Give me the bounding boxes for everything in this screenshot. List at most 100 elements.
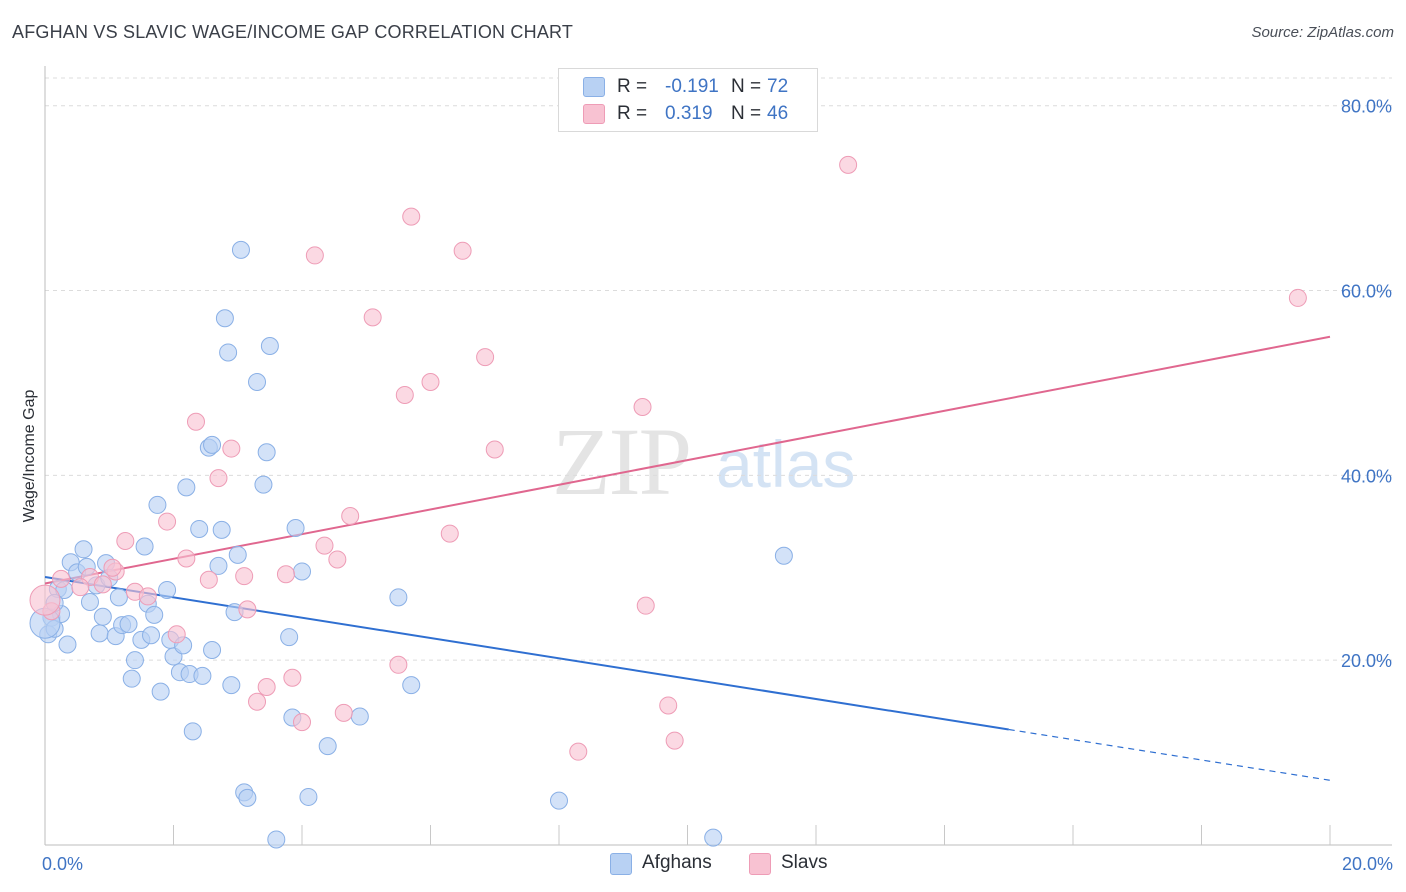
afghan-point	[215, 309, 234, 328]
afghan-point	[219, 343, 238, 362]
slav-point	[334, 703, 353, 722]
afghan-point	[125, 651, 144, 670]
slav-point	[238, 600, 257, 619]
afghan-point	[203, 641, 222, 660]
afghan-point	[550, 791, 568, 810]
slav-point	[659, 696, 678, 715]
slav-point	[29, 584, 61, 616]
slav-point	[283, 668, 302, 687]
afghan-point	[209, 556, 228, 575]
watermark-atlas: atlas	[716, 427, 856, 501]
legend-label-slavs: Slavs	[781, 852, 828, 873]
legend-swatch-afghans	[583, 77, 605, 97]
afghan-point	[389, 588, 408, 607]
slav-point	[93, 575, 112, 594]
slav-point	[1288, 288, 1307, 307]
slav-point	[421, 373, 440, 392]
afghan-point	[299, 787, 318, 806]
afghan-point	[350, 707, 369, 726]
slav-point	[71, 578, 90, 597]
afghan-point	[267, 830, 286, 849]
y-tick-label: 80.0%	[1341, 97, 1392, 117]
slav-point	[305, 246, 324, 265]
afghan-point	[119, 615, 138, 634]
slav-point	[167, 625, 186, 644]
slav-point	[440, 524, 459, 543]
slav-point	[248, 692, 267, 711]
afghan-point	[280, 628, 299, 647]
axes	[44, 66, 1392, 846]
afghan-point	[148, 495, 167, 514]
slav-point	[839, 155, 858, 174]
slav-point	[453, 241, 472, 260]
afghan-point	[80, 592, 99, 611]
afghan-point	[109, 588, 128, 607]
correlation-legend: R = -0.191 N = 72 R = 0.319 N = 46	[558, 68, 818, 132]
afghan-point	[193, 666, 212, 685]
x-tick-label: 0.0%	[42, 854, 83, 874]
afghan-point	[231, 240, 250, 259]
slav-point	[485, 440, 504, 459]
slav-point	[103, 558, 122, 577]
afghan-point	[90, 624, 109, 643]
legend-r-label: R =	[617, 76, 648, 97]
slav-point	[293, 713, 311, 732]
afghan-point	[286, 519, 305, 538]
y-axis-label: Wage/Income Gap	[21, 390, 38, 523]
x-tick-label: 20.0%	[1342, 854, 1393, 874]
y-tick-label: 20.0%	[1341, 651, 1392, 671]
slav-point	[199, 570, 218, 589]
afghan-point	[257, 443, 276, 462]
slav-point	[235, 567, 254, 586]
slav-point	[315, 536, 334, 555]
legend-n-label: N =	[731, 76, 762, 97]
afghan-point	[177, 478, 196, 497]
legend-swatch-slavs	[583, 104, 605, 124]
slav-point	[158, 512, 177, 531]
legend-n-value: 72	[767, 76, 789, 97]
slav-point	[52, 569, 71, 588]
afghan-point	[248, 373, 267, 392]
slav-point	[257, 677, 276, 696]
afghan-point	[254, 475, 273, 494]
afghan-trend-extension	[1008, 728, 1331, 781]
afghan-point	[183, 722, 202, 741]
slav-trend-line	[44, 335, 1331, 585]
afghan-point	[212, 520, 231, 539]
afghan-point	[145, 605, 164, 624]
legend-r-label: R =	[617, 103, 648, 124]
afghan-point	[228, 545, 247, 564]
y-tick-label: 60.0%	[1341, 282, 1392, 302]
watermark-zip: ZIP	[552, 408, 692, 515]
afghan-point	[318, 737, 337, 756]
afghan-point	[58, 635, 77, 654]
afghan-point	[704, 828, 723, 847]
slav-point	[177, 549, 196, 568]
afghan-trend-line	[44, 576, 1009, 731]
y-tick-label: 40.0%	[1341, 466, 1392, 486]
tick-labels: 20.0% 40.0% 60.0% 80.0% 0.0% 20.0%	[42, 97, 1393, 874]
afghan-point	[93, 607, 112, 626]
slav-point	[209, 469, 228, 488]
legend-r-value: -0.191	[665, 76, 719, 97]
slav-point	[138, 587, 157, 606]
slav-point	[633, 397, 652, 416]
legend-label-afghans: Afghans	[642, 852, 712, 873]
afghan-point	[402, 676, 421, 695]
afghan-point	[293, 562, 311, 581]
afghan-point	[142, 626, 161, 645]
afghan-point	[260, 336, 279, 355]
slav-point	[402, 207, 421, 226]
source-credit: Source: ZipAtlas.com	[1251, 24, 1394, 41]
legend-swatch-slavs	[749, 853, 771, 875]
slav-point	[395, 385, 414, 404]
afghan-point	[74, 540, 93, 559]
slav-point	[186, 412, 205, 431]
slav-point	[569, 742, 588, 761]
chart-title: AFGHAN VS SLAVIC WAGE/INCOME GAP CORRELA…	[12, 22, 574, 42]
slav-point	[328, 550, 347, 569]
legend-swatch-afghans	[610, 853, 632, 875]
afghan-point	[222, 676, 241, 695]
afghan-point	[158, 580, 177, 599]
